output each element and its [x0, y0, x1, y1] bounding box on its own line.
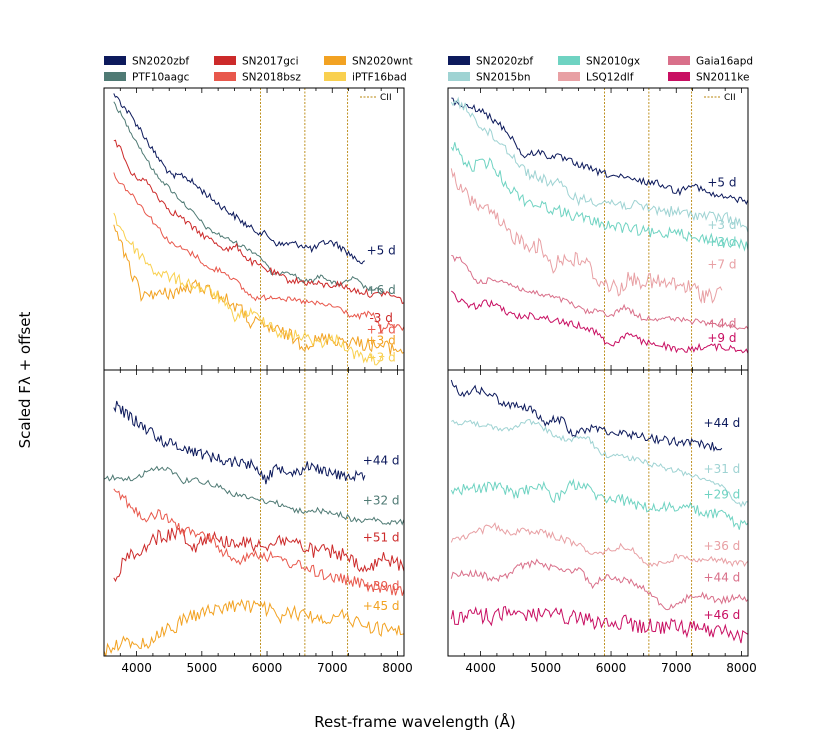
spectrum-line	[450, 168, 723, 304]
legend-swatch	[448, 56, 470, 65]
spectrum-line	[113, 488, 404, 596]
epoch-label: +32 d	[363, 493, 400, 507]
epoch-label: +3 d	[707, 235, 736, 249]
x-tick-label: 7000	[317, 661, 348, 675]
spectrum-line	[113, 400, 366, 485]
spectrum-line	[450, 142, 748, 252]
epoch-label: -3 d	[369, 311, 392, 325]
epoch-label: +7 d	[707, 257, 736, 271]
spectrum-line	[104, 598, 404, 656]
epoch-label: +3 d	[367, 334, 396, 348]
spectrum-line	[450, 522, 748, 568]
epoch-label: +46 d	[704, 608, 741, 622]
legend-label: SN2018bsz	[242, 72, 301, 84]
panel-frame	[447, 369, 749, 657]
legend-label: LSQ12dlf	[586, 72, 634, 84]
spectrum-line	[451, 97, 748, 205]
legend-swatch	[324, 72, 346, 81]
epoch-label: +5 d	[367, 243, 396, 257]
spectrum-line	[113, 224, 404, 355]
spectrum-line	[113, 101, 385, 293]
legend-swatch	[104, 72, 126, 81]
spectrum-line	[450, 379, 723, 453]
legend-label: PTF10aagc	[132, 72, 190, 84]
x-tick-label: 5000	[187, 661, 218, 675]
epoch-label: +51 d	[363, 531, 400, 545]
panel-frame	[103, 369, 405, 657]
x-tick-label: 4000	[121, 661, 152, 675]
epoch-label: +1 d	[367, 322, 396, 336]
epoch-label: +31 d	[704, 462, 741, 476]
legend-label: SN2017gci	[242, 56, 299, 68]
spectrum-line	[450, 558, 748, 611]
spectrum-line	[451, 254, 748, 330]
spectrum-line	[113, 172, 404, 334]
x-tick-label: 8000	[726, 661, 757, 675]
legend-swatch	[668, 72, 690, 81]
x-tick-label: 5000	[531, 661, 562, 675]
spectrum-line	[450, 96, 748, 233]
legend-swatch	[448, 72, 470, 81]
panel-top-right: +5 d+3 d+3 d+7 d+4 d+9 dCIISN2020zbfSN20…	[447, 56, 753, 371]
legend: SN2020zbf SN2015bn SN2010gx LSQ12dlf Gaia16a…	[448, 56, 753, 84]
epoch-label: +36 d	[704, 539, 741, 553]
x-tick-label: 6000	[596, 661, 627, 675]
legend-swatch	[214, 72, 236, 81]
spectrum-line	[451, 418, 748, 508]
spectrum-line	[113, 139, 404, 305]
legend-label: SN2020wnt	[352, 56, 413, 68]
epoch-label: +9 d	[707, 331, 736, 345]
epoch-label: +6 d	[367, 283, 396, 297]
epoch-label: +3 d	[707, 218, 736, 232]
spectrum-line	[113, 93, 366, 265]
legend: SN2020zbf PTF10aagc SN2017gci SN2018bsz SN20…	[104, 56, 413, 84]
legend-swatch	[104, 56, 126, 65]
spectrum-line	[450, 605, 748, 644]
epoch-label: +44 d	[363, 453, 400, 467]
spectrum-line	[451, 290, 748, 354]
epoch-label: +44 d	[704, 571, 741, 585]
panel-bottom-right: +44 d +31 d +29 d +36 d +44 d +46 d 4000 5000 60…	[447, 369, 757, 675]
x-tick-label: 7000	[661, 661, 692, 675]
legend-label: iPTF16bad	[352, 72, 407, 84]
legend-swatch	[558, 56, 580, 65]
y-axis-label: Scaled Fλ + offset	[16, 312, 34, 449]
cii-legend-label: CII	[380, 93, 392, 103]
epoch-label: +3 d	[367, 351, 396, 365]
legend-label: SN2020zbf	[132, 56, 189, 68]
legend-swatch	[558, 72, 580, 81]
epoch-label: +29 d	[704, 488, 741, 502]
x-tick-label: 4000	[465, 661, 496, 675]
spectrum-line	[450, 478, 748, 530]
spectrum-line	[104, 465, 404, 526]
x-axis-label: Rest-frame wavelength (Å)	[314, 712, 515, 731]
spectrum-line	[113, 212, 385, 366]
legend-swatch	[214, 56, 236, 65]
epoch-label: +44 d	[704, 416, 741, 430]
panel-bottom-left: +44 d +32 d +51 d +39 d +45 d 4000 5000 6000 700…	[103, 369, 413, 675]
panel-frame	[447, 87, 749, 371]
epoch-label: +45 d	[363, 599, 400, 613]
legend-swatch	[324, 56, 346, 65]
x-tick-label: 8000	[382, 661, 413, 675]
legend-label: SN2020zbf	[476, 56, 533, 68]
epoch-label: +5 d	[707, 176, 736, 190]
cii-legend-label: CII	[724, 93, 736, 103]
legend-label: SN2015bn	[476, 72, 531, 84]
spectrum-line	[113, 527, 404, 583]
x-tick-label: 6000	[252, 661, 283, 675]
legend-label: SN2011ke	[696, 72, 749, 84]
epoch-label: +39 d	[363, 579, 400, 593]
legend-label: SN2010gx	[586, 56, 640, 68]
legend-swatch	[668, 56, 690, 65]
legend-label: Gaia16apd	[696, 56, 753, 68]
panel-frame	[103, 87, 405, 371]
epoch-label: +4 d	[707, 317, 736, 331]
panel-top-left: +5 d+6 d-3 d+1 d+3 d+3 dCIISN2020zbfPTF1…	[103, 56, 413, 371]
